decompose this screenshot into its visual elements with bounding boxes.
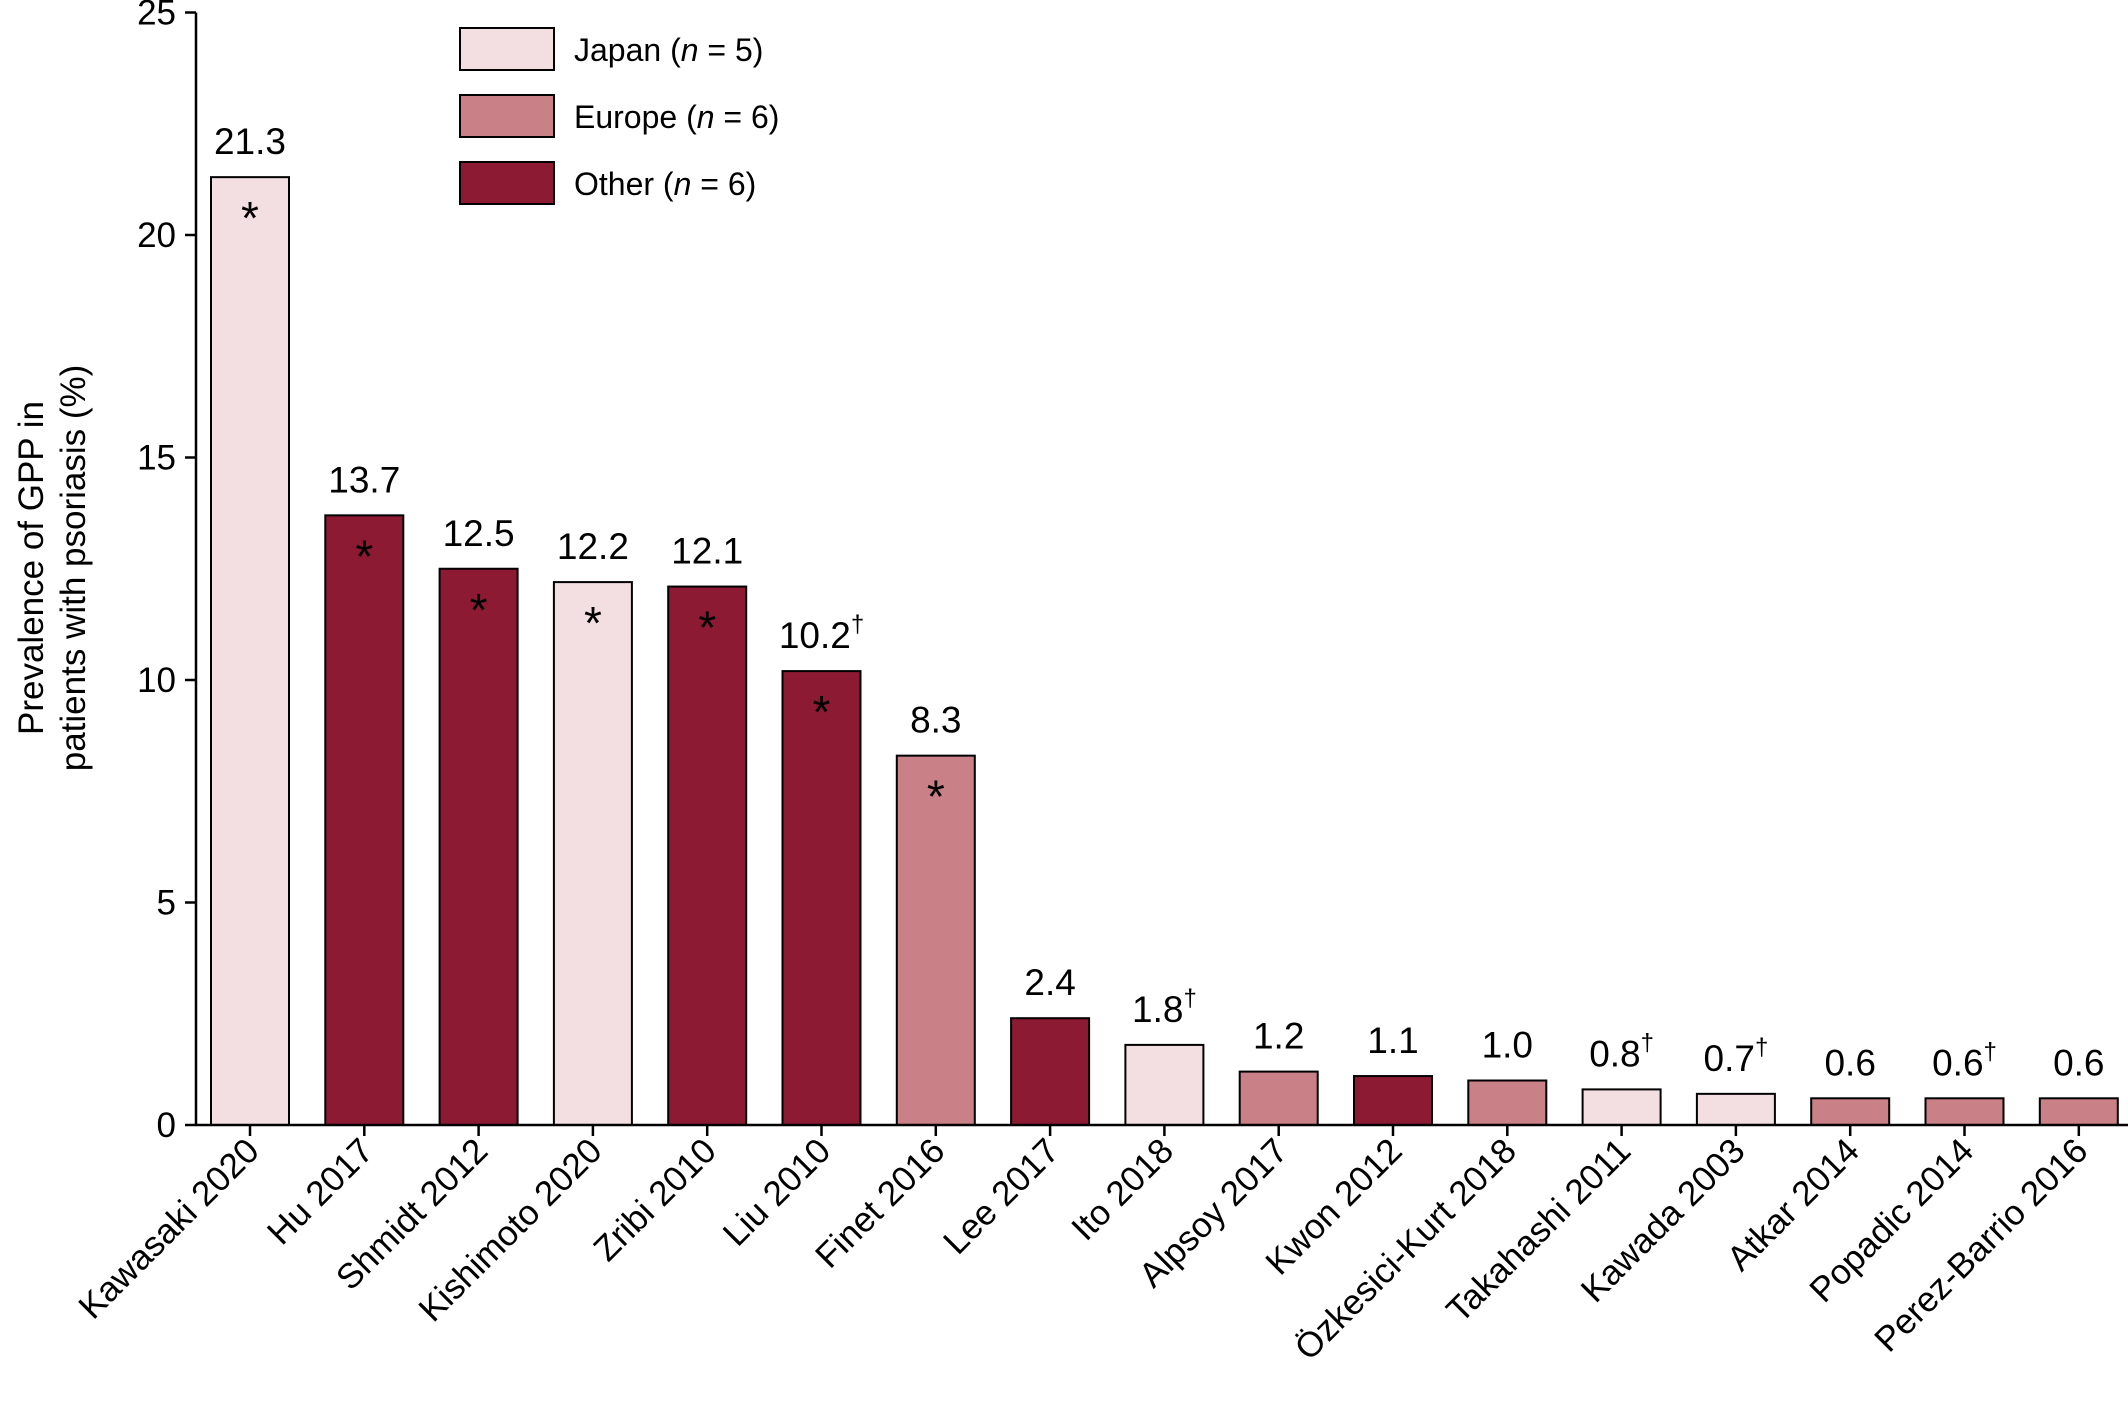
bar [1810, 1097, 1891, 1127]
y-tick-label: 20 [137, 216, 176, 255]
bar-value-label: 21.3 [214, 121, 286, 162]
bar-value-number: 1.0 [1482, 1025, 1533, 1066]
bar [1010, 1017, 1091, 1127]
bar-value-label: 0.6 [2053, 1042, 2104, 1083]
bar-asterisk: * [584, 597, 602, 649]
bar [1238, 1070, 1319, 1126]
x-tick-label: Kawasaki 2020 [71, 1131, 266, 1326]
bar-value-number: 13.7 [328, 459, 400, 500]
legend-swatch [459, 27, 555, 71]
bar-dagger-mark: † [1755, 1034, 1768, 1061]
bar-value-number: 0.6 [1824, 1042, 1875, 1083]
y-axis-title-line-2: patients with psoriasis (%) [54, 365, 93, 772]
x-tick-label: Özkesici-Kurt 2018 [1287, 1131, 1524, 1368]
bar-value-number: 12.2 [557, 526, 629, 567]
bar-value-number: 1.2 [1253, 1016, 1304, 1057]
bar-asterisk: * [355, 530, 373, 582]
bar-value-label: 2.4 [1024, 962, 1075, 1003]
bar [438, 567, 519, 1126]
x-tick-label: Perez-Barrio 2016 [1867, 1131, 2095, 1359]
legend-label-text: Europe ( [574, 99, 697, 135]
bar [1924, 1097, 2005, 1127]
bar-value-number: 1.1 [1367, 1020, 1418, 1061]
bar [552, 581, 633, 1126]
y-tick-label: 15 [137, 439, 176, 478]
bar-asterisk: * [813, 686, 831, 738]
bar-value-label: 13.7 [328, 459, 400, 500]
bar [1353, 1075, 1433, 1127]
bar-value-label: 8.3 [910, 700, 961, 741]
bar-asterisk: * [241, 192, 259, 244]
x-tick-label: Ito 2018 [1064, 1131, 1181, 1248]
legend: Japan (n = 5)Europe (n = 6)Other (n = 6) [459, 27, 779, 205]
bar-value-label: 1.1 [1367, 1020, 1418, 1061]
legend-label-n: n [681, 32, 699, 68]
bars-layer [210, 176, 2119, 1127]
legend-label-text: Other ( [574, 166, 674, 202]
legend-label-n: n [697, 99, 715, 135]
y-axis-title-line-1: Prevalence of GPP in [12, 401, 51, 735]
bar-value-number: 21.3 [214, 121, 286, 162]
y-tick-label: 0 [157, 1106, 176, 1145]
y-axis-title: Prevalence of GPP in patients with psori… [12, 365, 93, 772]
bar [1581, 1088, 1662, 1127]
bar-value-number: 0.8 [1589, 1033, 1640, 1074]
axes-layer [185, 11, 2128, 1136]
bar-value-label: 12.1 [671, 531, 743, 572]
bar [895, 754, 976, 1127]
legend-label-text: Japan ( [574, 32, 681, 68]
bar [324, 514, 405, 1126]
bar-value-number: 2.4 [1024, 962, 1075, 1003]
bar-dagger-mark: † [851, 611, 864, 638]
bar [781, 670, 862, 1126]
bar-value-label: 0.7† [1704, 1034, 1769, 1079]
bar-value-number: 0.6 [2053, 1042, 2104, 1083]
bar-value-label: 1.2 [1253, 1016, 1304, 1057]
bar-value-number: 10.2 [779, 615, 851, 656]
bar-value-label: 12.5 [443, 513, 515, 554]
bar-value-number: 12.5 [443, 513, 515, 554]
bar-value-label: 0.6† [1932, 1038, 1997, 1083]
x-tick-label: Zribi 2010 [586, 1131, 724, 1269]
legend-swatch [459, 94, 555, 138]
bar-asterisk: * [470, 584, 488, 636]
bar [2038, 1097, 2119, 1127]
bar [667, 585, 748, 1126]
bar [210, 176, 290, 1126]
bar-dagger-mark: † [1641, 1029, 1654, 1056]
bar [1124, 1043, 1205, 1127]
legend-label: Other (n = 6) [574, 166, 756, 202]
bar [1467, 1079, 1548, 1126]
bar-value-label: 1.8† [1132, 985, 1197, 1030]
bar-value-label: 12.2 [557, 526, 629, 567]
bar-value-number: 0.6 [1932, 1042, 1983, 1083]
y-tick-label: 5 [157, 884, 176, 923]
legend-label: Europe (n = 6) [574, 99, 779, 135]
y-tick-label: 10 [137, 661, 176, 700]
x-tick-label: Lee 2017 [936, 1131, 1067, 1262]
legend-label-count: = 6) [715, 99, 780, 135]
bar-value-label: 10.2† [779, 611, 864, 656]
legend-label-n: n [674, 166, 692, 202]
bar-asterisk: * [927, 771, 945, 823]
bar [1695, 1092, 1776, 1126]
bar-value-label: 0.6 [1824, 1042, 1875, 1083]
bar-value-number: 1.8 [1132, 989, 1183, 1030]
y-tick-label: 25 [137, 0, 176, 33]
legend-swatch [459, 161, 555, 205]
legend-label-count: = 6) [691, 166, 756, 202]
bar-asterisk: * [698, 602, 716, 654]
bar-dagger-mark: † [1183, 985, 1196, 1012]
legend-label: Japan (n = 5) [574, 32, 763, 68]
bar-value-number: 8.3 [910, 700, 961, 741]
bar-dagger-mark: † [1984, 1038, 1997, 1065]
x-tick-label: Hu 2017 [260, 1131, 381, 1252]
legend-label-count: = 5) [699, 32, 764, 68]
bar-value-number: 12.1 [671, 531, 743, 572]
bar-value-label: 1.0 [1482, 1025, 1533, 1066]
bar-value-label: 0.8† [1589, 1029, 1654, 1074]
bar-value-number: 0.7 [1704, 1038, 1755, 1079]
